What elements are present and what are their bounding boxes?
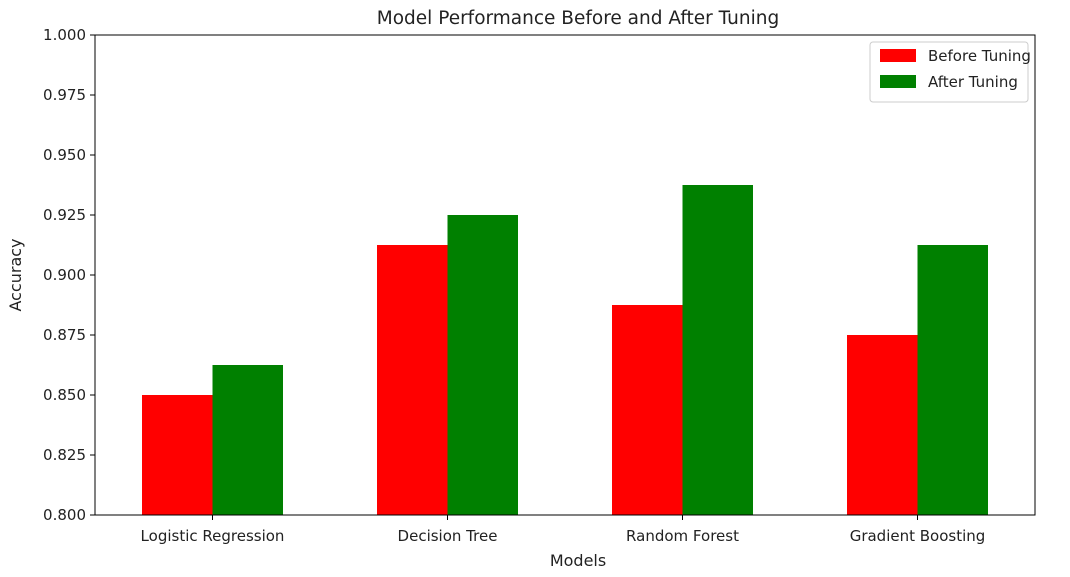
y-tick-label: 0.900 [43, 266, 86, 284]
legend-swatch [880, 49, 916, 62]
x-tick-label: Decision Tree [398, 527, 498, 545]
y-tick-label: 0.925 [43, 206, 86, 224]
bars-group [142, 185, 988, 515]
x-tick-label: Random Forest [626, 527, 739, 545]
bar [212, 365, 283, 515]
legend-label: After Tuning [928, 73, 1018, 91]
x-axis: Logistic Regression Decision Tree Random F… [141, 515, 986, 545]
y-tick-label: 0.975 [43, 86, 86, 104]
y-tick-label: 0.850 [43, 386, 86, 404]
x-tick-label: Logistic Regression [141, 527, 285, 545]
y-tick-label: 0.950 [43, 146, 86, 164]
y-axis-title: Accuracy [6, 238, 25, 311]
legend-items: Before Tuning After Tuning [880, 47, 1031, 91]
bar [682, 185, 753, 515]
chart-title: Model Performance Before and After Tunin… [377, 8, 779, 29]
bar [847, 335, 918, 515]
y-tick-label: 1.000 [43, 26, 86, 44]
y-tick-label: 0.875 [43, 326, 86, 344]
legend: Before Tuning After Tuning [869, 41, 1031, 103]
x-axis-title: Models [550, 551, 606, 570]
y-tick-label: 0.800 [43, 506, 86, 524]
bar [917, 245, 988, 515]
y-axis: 0.800 0.825 0.850 0.875 0.900 0.925 0.950 0.975… [43, 26, 95, 524]
bar [612, 305, 683, 515]
y-tick-label: 0.825 [43, 446, 86, 464]
legend-label: Before Tuning [928, 47, 1031, 65]
bar [447, 215, 518, 515]
x-tick-label: Gradient Boosting [850, 527, 986, 545]
bar [142, 395, 213, 515]
legend-swatch [880, 75, 916, 88]
bar [377, 245, 448, 515]
